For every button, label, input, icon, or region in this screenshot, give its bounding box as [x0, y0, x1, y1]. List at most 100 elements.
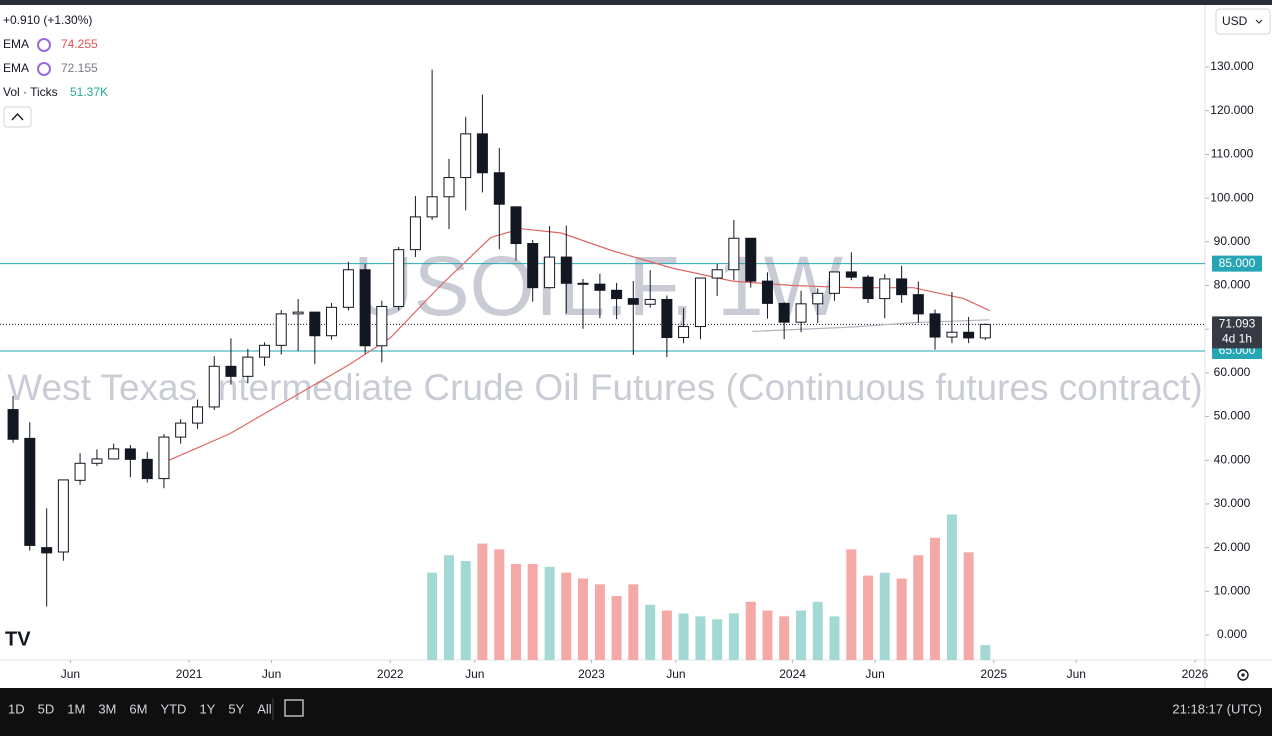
range-button[interactable]: 1D — [8, 701, 25, 716]
range-button[interactable]: All — [257, 701, 272, 716]
volume-bar — [762, 610, 773, 660]
axes: 0.000 10.000 20.000 30.000 40.000 50.000 60.00… — [61, 59, 1262, 681]
range-button[interactable]: 1Y — [199, 701, 215, 716]
candle-body — [208, 365, 220, 408]
candle-body — [275, 313, 287, 346]
x-tick-label: 2021 — [176, 667, 203, 681]
price-tag-label: 71.093 — [1219, 317, 1256, 331]
logo: TV — [5, 628, 31, 650]
price-tag — [1212, 255, 1262, 272]
y-tick-label: 100.000 — [1210, 190, 1254, 204]
dropdown-icon — [1255, 19, 1263, 24]
candle-body — [309, 311, 321, 337]
candle-body — [979, 323, 991, 339]
candle-body — [812, 292, 824, 305]
candle-body — [175, 422, 187, 438]
candle-body — [41, 547, 53, 554]
indicator-icon — [37, 38, 51, 52]
indicator-value: 51.37K — [70, 85, 108, 99]
candle-body — [460, 133, 472, 179]
volume-bar — [628, 584, 639, 660]
volume-bar — [796, 610, 807, 660]
currency[interactable]: USD — [1222, 14, 1248, 28]
candle-body — [359, 269, 371, 347]
candle-body — [946, 331, 958, 338]
candle-body — [527, 243, 539, 289]
candle-body — [376, 305, 388, 347]
volume-bar — [829, 616, 840, 660]
x-tick-label: Jun — [1067, 667, 1086, 681]
candle-body — [661, 298, 673, 338]
volume-bar — [427, 572, 438, 660]
x-tick-label: Jun — [666, 667, 685, 681]
currency-selector[interactable]: USD — [1215, 8, 1271, 35]
candle-body — [862, 276, 874, 300]
y-tick-label: 20.000 — [1214, 540, 1251, 554]
y-tick-label: 120.000 — [1210, 103, 1254, 117]
candle-body — [963, 331, 975, 339]
candle-body — [192, 406, 204, 424]
volume-bar — [695, 616, 706, 660]
candle-body — [577, 282, 589, 285]
candle-body — [426, 196, 438, 218]
y-tick-label: 80.000 — [1214, 278, 1251, 292]
y-tick-label: 90.000 — [1214, 234, 1251, 248]
volume-bar — [779, 616, 790, 660]
x-tick-label: 2023 — [578, 667, 605, 681]
y-tick-label: 0.000 — [1217, 627, 1247, 641]
candle-body — [711, 269, 723, 279]
change: +0.910 (+1.30%) — [3, 13, 92, 27]
collapse-button[interactable] — [3, 106, 32, 128]
range-button[interactable]: 5Y — [228, 701, 244, 716]
candle-body — [292, 311, 304, 315]
x-tick-label: Jun — [61, 667, 80, 681]
currency-box[interactable] — [1215, 8, 1271, 35]
x-tick-label: Jun — [865, 667, 884, 681]
candle-body — [108, 448, 120, 460]
watermark: USOIL.F, 1W West Texas Intermediate Crud… — [7, 239, 1203, 408]
range-button[interactable]: 3M — [98, 701, 116, 716]
candle-body — [678, 326, 690, 338]
settings-icon[interactable] — [1237, 669, 1249, 681]
candle-body — [912, 294, 924, 315]
x-tick-label: Jun — [465, 667, 484, 681]
candle-body — [879, 278, 891, 300]
candle-body — [158, 436, 170, 480]
plot — [0, 69, 1205, 660]
volume-bar — [544, 566, 555, 660]
candle-body — [443, 177, 455, 198]
gear[interactable] — [1237, 669, 1249, 681]
candle-body — [694, 277, 706, 328]
candle-body — [745, 237, 757, 282]
candle-body — [57, 479, 69, 553]
range-button[interactable]: 6M — [129, 701, 147, 716]
volume-bar — [879, 572, 890, 660]
volume-bar — [980, 645, 991, 660]
range-button[interactable]: YTD — [160, 701, 186, 716]
candle-body — [242, 356, 254, 377]
candle-body — [7, 409, 19, 440]
top-bar — [0, 0, 1272, 5]
y-tick-label: 40.000 — [1214, 452, 1251, 466]
candle-body — [409, 216, 421, 251]
range-button[interactable]: 5D — [38, 701, 55, 716]
candle-body — [91, 458, 103, 464]
y-tick-label: 110.000 — [1211, 147, 1254, 161]
volume-bar — [477, 543, 488, 660]
compare-icon[interactable] — [284, 699, 304, 717]
volume-bar — [678, 613, 689, 660]
candle-body — [929, 313, 941, 338]
candle-body — [124, 448, 136, 460]
volume-bar — [561, 572, 572, 660]
volume-bar — [863, 575, 874, 660]
volume-bar — [728, 613, 739, 660]
price-tag-label: 85.000 — [1219, 256, 1256, 270]
candle-body — [544, 256, 556, 289]
y-tick-label: 30.000 — [1214, 496, 1251, 510]
candle-body — [24, 437, 36, 546]
range-button[interactable]: 1M — [67, 701, 85, 716]
candle-body — [761, 280, 773, 304]
clock: 21:18:17 (UTC) — [1172, 701, 1262, 716]
